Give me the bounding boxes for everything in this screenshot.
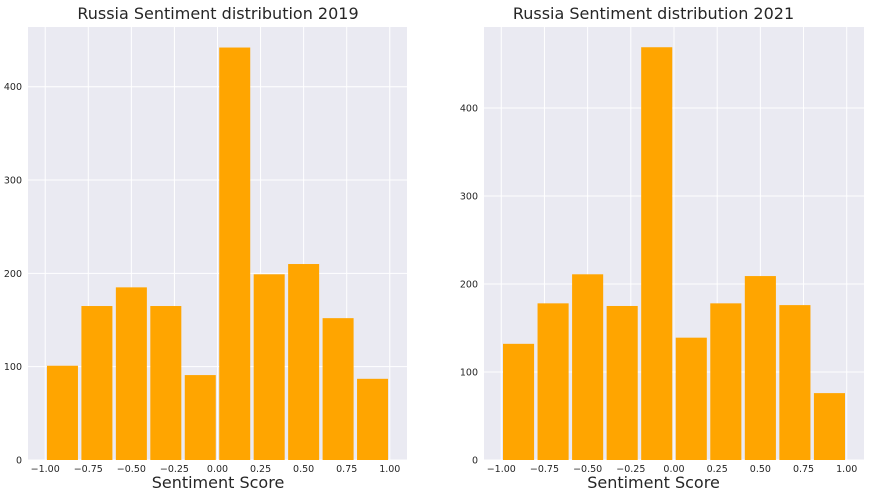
y-tick-label: 0 xyxy=(16,456,22,467)
histogram-bar xyxy=(81,306,113,460)
x-tick-label: 0.50 xyxy=(293,464,314,475)
x-tick-label: −0.50 xyxy=(117,464,146,475)
histogram-bar xyxy=(184,375,216,460)
histogram-bar xyxy=(572,274,604,460)
x-tick-label: −1.00 xyxy=(31,464,60,475)
x-tick-label: 0.25 xyxy=(250,464,271,475)
histogram-bar xyxy=(503,343,535,460)
x-tick-label: 0.25 xyxy=(707,464,728,475)
y-tick-label: 100 xyxy=(4,362,22,373)
histogram-bar xyxy=(606,305,638,460)
histogram-bar xyxy=(641,47,673,460)
x-tick-label: 1.00 xyxy=(836,464,857,475)
histogram-bar xyxy=(253,274,285,460)
histogram-bar xyxy=(219,47,251,460)
x-tick-label: 0.00 xyxy=(207,464,228,475)
histogram-bar xyxy=(150,306,182,460)
plot-area: −1.00 −0.75 −0.50 −0.25 0.00 0.25 0.50 0.75 1.00… xyxy=(4,27,407,475)
histogram-bar xyxy=(322,318,354,460)
histogram-bar xyxy=(357,378,389,460)
x-tick-label: −0.25 xyxy=(616,464,645,475)
histogram-bar xyxy=(115,287,147,460)
y-tick-label: 400 xyxy=(460,103,478,114)
histogram-bar xyxy=(288,264,320,460)
histogram-bar xyxy=(813,393,845,460)
x-tick-label: 0.75 xyxy=(336,464,357,475)
plot-area: −1.00 −0.75 −0.50 −0.25 0.00 0.25 0.50 0.75 1.00… xyxy=(460,27,864,475)
x-axis-label: Sentiment Score xyxy=(587,473,720,492)
x-tick-label: −1.00 xyxy=(487,464,516,475)
histogram-bar xyxy=(744,276,776,460)
histogram-bar xyxy=(46,365,78,460)
x-tick-label: −0.50 xyxy=(573,464,602,475)
x-tick-label: 1.00 xyxy=(379,464,400,475)
chart-title: Russia Sentiment distribution 2019 xyxy=(77,4,359,23)
y-tick-label: 300 xyxy=(460,191,478,202)
histogram-bar xyxy=(710,303,742,460)
x-tick-label: −0.25 xyxy=(160,464,189,475)
y-tick-label: 300 xyxy=(4,176,22,187)
y-tick-label: 200 xyxy=(4,269,22,280)
x-tick-label: −0.75 xyxy=(74,464,103,475)
histogram-bar xyxy=(779,305,811,460)
x-tick-label: 0.50 xyxy=(750,464,771,475)
chart-title: Russia Sentiment distribution 2021 xyxy=(512,4,795,23)
chart-panel-2021: Russia Sentiment distribution 2021 −1.00… xyxy=(436,0,871,498)
x-tick-label: 0.75 xyxy=(793,464,814,475)
y-tick-label: 200 xyxy=(460,279,478,290)
y-tick-label: 0 xyxy=(472,456,478,467)
x-tick-label: −0.75 xyxy=(530,464,559,475)
chart-panel-2019: Russia Sentiment distribution 2019 −1.00… xyxy=(4,4,407,492)
histogram-bar xyxy=(537,303,569,460)
x-axis-label: Sentiment Score xyxy=(151,473,285,492)
x-tick-label: 0.00 xyxy=(663,464,684,475)
y-tick-label: 100 xyxy=(460,367,478,378)
histogram-bar xyxy=(675,337,707,460)
y-tick-label: 400 xyxy=(4,82,22,93)
